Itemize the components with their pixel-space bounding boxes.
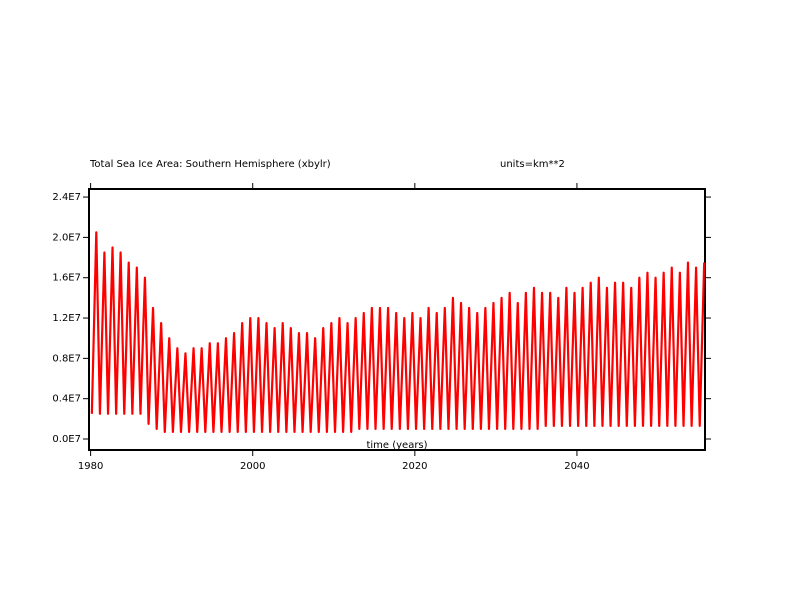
x-tick-label: 2040	[564, 461, 589, 472]
series-line	[90, 231, 706, 434]
y-tick-label: 1.6E7	[52, 273, 81, 284]
plot-frame	[88, 188, 706, 451]
y-tick-label: 0.8E7	[52, 353, 81, 364]
y-tick-label: 0.0E7	[52, 434, 81, 445]
chart-title: Total Sea Ice Area: Southern Hemisphere …	[89, 159, 331, 170]
x-tick-label: 2020	[402, 461, 427, 472]
units-label: units=km**2	[500, 159, 565, 170]
y-tick-label: 0.4E7	[52, 394, 81, 405]
y-tick-label: 2.0E7	[52, 232, 81, 243]
x-tick-label: 2000	[240, 461, 265, 472]
x-tick-label: 1980	[78, 461, 103, 472]
x-axis-label: time (years)	[366, 440, 427, 451]
y-tick-label: 1.2E7	[52, 313, 81, 324]
y-tick-label: 2.4E7	[52, 192, 81, 203]
